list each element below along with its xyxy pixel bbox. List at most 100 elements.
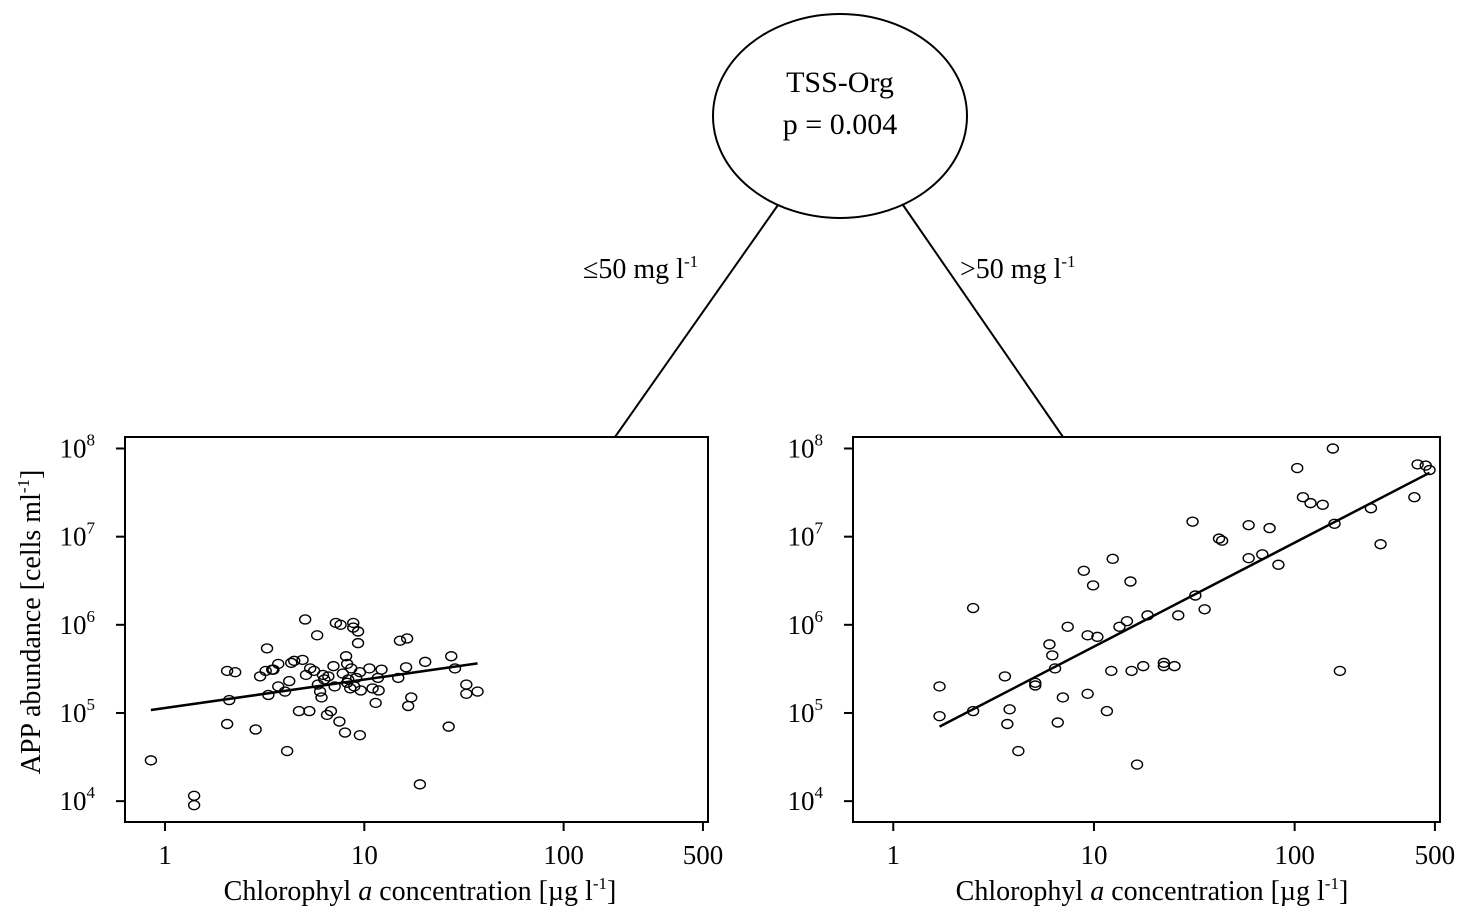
right-data-point [1272,559,1285,570]
left-data-point [442,721,455,732]
left-data-point [280,745,294,757]
right-fit-line [938,471,1431,728]
right-data-point [1120,615,1134,627]
left-data-point [445,651,458,662]
right-y-axis: 104 105 106 107 108 [788,430,853,816]
left-data-point [303,705,316,717]
right-data-point [1001,718,1014,730]
right-branch-line [902,204,1064,438]
right-data-point [1212,533,1226,544]
left-x-tick-label: 100 [543,840,584,870]
right-data-point [1051,717,1064,728]
left-plot-frame [124,436,709,823]
left-data-point [372,685,385,696]
right-data-point [1423,464,1436,476]
left-data-point [333,716,346,727]
right-data-point [1157,657,1171,669]
left-data-point [354,685,367,696]
right-data-point [1186,516,1199,527]
right-data-point [1242,519,1255,531]
right-data-point [1374,539,1387,550]
left-x-tick-label: 1 [158,840,172,870]
left-branch-label: ≤50 mg l-1 [583,252,698,285]
right-data-point [1189,590,1202,601]
left-data-point [351,626,365,637]
left-data-point [413,779,427,790]
left-x-tick-label: 10 [351,840,378,870]
left-x-axis: 1 10 100 500 [158,822,723,870]
left-data-point [253,671,267,682]
left-scatter-panel: 104 105 106 107 108 1 10 100 500 Chlorophyl a c… [60,430,724,907]
left-data-point [401,700,415,712]
node-p-value: p = 0.004 [783,108,897,141]
left-data-point [460,688,473,700]
left-data-point [471,686,484,697]
right-y-tick-label: 107 [788,519,824,552]
left-y-axis: 104 105 106 107 108 [60,430,125,816]
left-data-point [328,681,341,692]
right-data-point [1326,443,1340,454]
left-data-point [324,705,338,717]
left-data-point [316,669,330,681]
left-data-point [144,755,158,766]
right-data-point [1304,497,1317,509]
right-data-point [1077,565,1091,576]
tree-diagram: TSS-Org p = 0.004 ≤50 mg l-1 >50 mg l-1 [583,13,1076,438]
right-data-point [1105,665,1118,677]
left-data-point [349,672,363,684]
left-y-tick-label: 107 [60,519,96,552]
right-x-tick-label: 500 [1415,840,1456,870]
left-data-point [298,614,312,625]
right-data-point [1291,462,1304,474]
right-data-point [1081,630,1094,641]
left-data-point [392,672,405,684]
node-label: TSS-Org [786,66,894,99]
left-fit-line [150,662,478,712]
right-x-axis-title: Chlorophyl a concentration [µg l-1] [956,874,1349,907]
right-data-point [1316,499,1329,510]
y-axis-title: APP abundance [cells ml-1] [14,470,47,775]
right-x-axis: 1 10 100 500 [887,822,1456,870]
left-y-tick-label: 108 [60,430,96,463]
left-data-point [272,681,285,692]
right-y-tick-label: 105 [788,695,824,728]
left-data-point [339,651,353,662]
left-data-point [249,724,262,735]
left-data-point [310,630,324,641]
right-data-point [1124,576,1137,587]
left-data-point [187,790,201,801]
right-data-point [1012,745,1025,757]
left-branch-line [614,204,779,438]
left-data-point [283,675,296,687]
right-x-tick-label: 100 [1274,840,1315,870]
left-data-point [292,705,306,717]
right-data-point [1061,621,1074,632]
left-y-tick-label: 106 [60,607,96,640]
left-data-point [322,671,335,682]
right-data-point [1198,604,1211,615]
right-data-point [1086,580,1100,591]
tree-node-ellipse [712,13,968,219]
right-data-point [966,602,980,614]
right-data-point [1046,650,1059,661]
right-data-point [1168,660,1181,672]
right-data-point [1408,492,1421,503]
right-x-tick-label: 10 [1080,840,1107,870]
left-data-point [318,674,331,685]
left-y-tick-label: 104 [60,783,96,816]
left-data-point [288,655,301,667]
right-data-point [1100,705,1114,717]
right-data-point [1081,688,1094,700]
right-plot-frame [852,436,1441,823]
left-data-point [366,683,379,694]
left-data-point [347,617,360,629]
right-data-point [998,671,1012,682]
left-data-point [400,633,414,644]
right-data-point [1113,621,1126,632]
left-data-point [285,657,298,669]
right-data-point [1106,553,1119,565]
right-scatter-panel: 104 105 106 107 108 1 10 100 500 Chlorophyl a c… [788,430,1456,907]
left-data-point [296,654,309,666]
right-y-tick-label: 108 [788,430,824,463]
